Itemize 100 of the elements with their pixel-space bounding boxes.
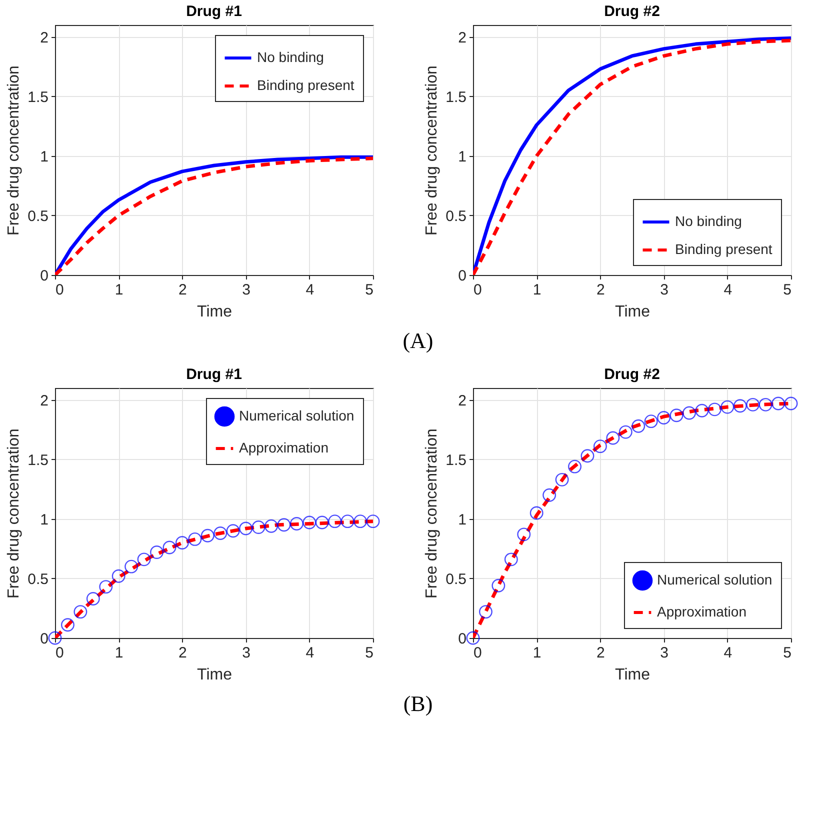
point [466, 631, 480, 645]
point [733, 399, 747, 413]
text: (B) [402, 690, 434, 718]
y-axis-title: Free drug concentration [424, 66, 441, 236]
point [200, 528, 214, 542]
point [277, 518, 291, 532]
x-tick-label: 5 [365, 282, 374, 298]
point [772, 396, 786, 410]
x-axis-title: Time [197, 304, 232, 320]
legend-label: Approximation [657, 604, 746, 620]
point [252, 520, 266, 534]
point [354, 514, 368, 528]
y-tick-label: 0.5 [28, 208, 48, 225]
point [593, 440, 607, 454]
point [632, 419, 646, 433]
point [555, 472, 569, 486]
y-tick-label: 1.5 [446, 88, 466, 106]
point [492, 578, 506, 592]
point [86, 592, 100, 606]
x-tick-label: 5 [783, 282, 792, 298]
point [188, 532, 202, 546]
y-tick-label: 1 [458, 148, 466, 166]
x-tick-label: 5 [365, 644, 374, 662]
point [175, 536, 189, 550]
legend-label: Binding present [675, 241, 772, 257]
point [60, 618, 74, 632]
point [568, 460, 582, 474]
x-tick-label: 2 [178, 644, 187, 662]
point [48, 631, 62, 645]
y-tick-label: 1.5 [446, 452, 466, 469]
point [74, 605, 88, 619]
point [530, 506, 544, 520]
legend-label: Approximation [239, 440, 328, 456]
point [504, 552, 518, 566]
x-tick-label: 1 [532, 282, 542, 298]
y-tick-label: 2 [40, 29, 48, 46]
point [302, 516, 316, 530]
point [137, 552, 151, 566]
x-tick-label: 4 [306, 282, 314, 298]
point [670, 408, 684, 422]
point [162, 540, 176, 554]
point [264, 519, 278, 533]
x-axis-title: Time [615, 666, 650, 684]
y-tick-label: 0 [40, 268, 48, 284]
y-axis-title: Free drug concentration [6, 428, 23, 598]
x-tick-label: 3 [242, 644, 250, 662]
x-tick-label: 3 [660, 282, 668, 298]
x-tick-label: 3 [242, 282, 250, 298]
point [517, 528, 531, 542]
x-tick-label: 1 [114, 644, 124, 662]
y-tick-label: 1 [40, 148, 48, 166]
point [328, 514, 342, 528]
point [542, 488, 556, 502]
x-tick-label: 1 [532, 644, 542, 662]
point [606, 431, 620, 445]
point [340, 514, 354, 528]
y-tick-label: 2 [458, 392, 466, 410]
x-tick-label: 0 [474, 644, 482, 662]
y-tick-label: 1 [40, 511, 48, 528]
y-axis-title: Free drug concentration [424, 428, 441, 598]
y-tick-label: 0 [458, 630, 466, 648]
point [580, 449, 594, 463]
point [226, 524, 240, 538]
x-axis-title: Time [197, 666, 232, 684]
legend-label: No binding [257, 49, 324, 65]
y-tick-label: 0 [458, 268, 466, 284]
point [239, 522, 253, 536]
point [124, 560, 138, 574]
x-axis-title: Time [615, 304, 650, 320]
x-tick-label: 4 [724, 282, 732, 298]
point [708, 402, 722, 416]
point [695, 404, 709, 418]
x-tick-label: 5 [783, 644, 792, 662]
x-tick-label: 2 [178, 282, 187, 298]
chart-title: Drug #2 [604, 366, 660, 383]
y-tick-label: 2 [40, 392, 48, 410]
y-tick-label: 1.5 [28, 88, 48, 106]
point [758, 398, 772, 412]
text: (A) [402, 327, 434, 355]
x-tick-label: 0 [56, 282, 64, 298]
legend-label: Binding present [257, 77, 354, 93]
y-tick-label: 0.5 [446, 208, 466, 225]
chart-title: Drug #2 [604, 3, 660, 20]
point [290, 517, 304, 530]
y-tick-label: 0.5 [28, 570, 48, 588]
x-tick-label: 0 [56, 644, 64, 662]
point [657, 411, 671, 424]
x-tick-label: 2 [596, 282, 605, 298]
point [214, 526, 228, 540]
point [644, 414, 658, 428]
point [682, 406, 696, 420]
chart-title: Drug #1 [186, 366, 242, 383]
point [784, 396, 798, 410]
y-tick-label: 2 [458, 29, 466, 46]
point [478, 605, 492, 619]
y-tick-label: 1.5 [28, 452, 48, 469]
x-tick-label: 4 [724, 644, 732, 662]
chart-title: Drug #1 [186, 3, 242, 20]
point [315, 516, 329, 530]
y-tick-label: 1 [458, 511, 466, 528]
